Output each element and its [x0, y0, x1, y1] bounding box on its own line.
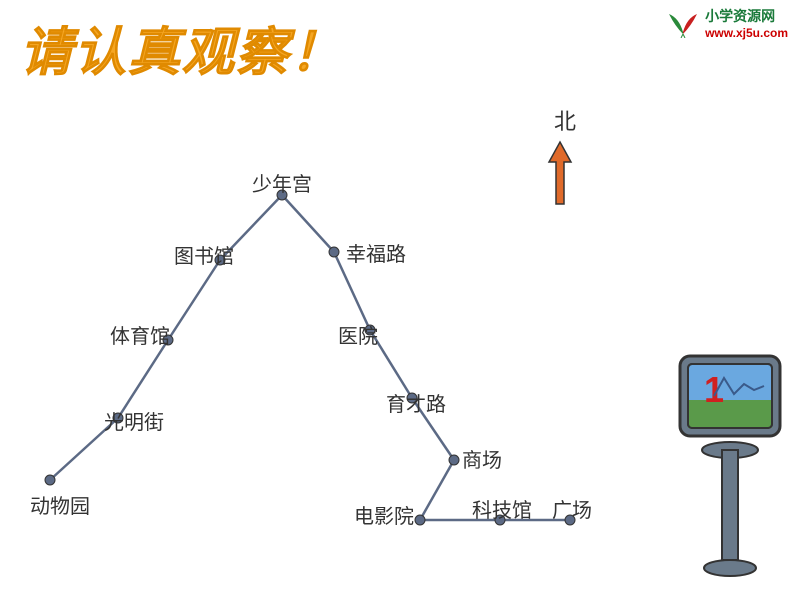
station-node-xfl — [329, 247, 339, 257]
bus-sign-icon: 1 — [670, 350, 790, 580]
station-node-sc — [449, 455, 459, 465]
station-label-ycl: 育才路 — [386, 388, 446, 417]
station-label-gmj: 光明街 — [104, 406, 164, 435]
station-label-dyy: 电影院 — [354, 500, 414, 529]
station-label-xfl: 幸福路 — [346, 238, 406, 267]
station-label-sc: 商场 — [462, 444, 502, 473]
station-label-gc: 广场 — [552, 494, 592, 523]
sign-number: 1 — [704, 369, 724, 410]
station-label-tsg: 图书馆 — [174, 240, 234, 269]
station-label-sng: 少年宫 — [252, 168, 312, 197]
station-node-zoo — [45, 475, 55, 485]
station-label-zoo: 动物园 — [30, 490, 90, 519]
station-label-yy: 医院 — [338, 320, 378, 349]
station-label-kjg: 科技馆 — [472, 494, 532, 523]
station-node-dyy — [415, 515, 425, 525]
station-label-tyg: 体育馆 — [110, 320, 170, 349]
